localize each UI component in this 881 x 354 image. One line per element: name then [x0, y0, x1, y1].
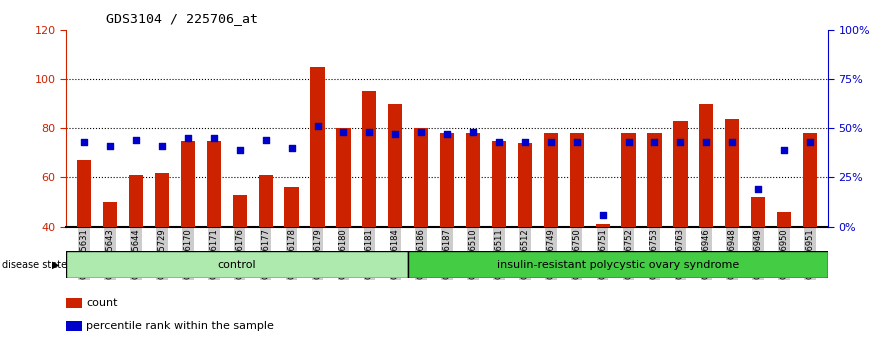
Bar: [207, 141, 221, 227]
Bar: [362, 91, 376, 227]
Point: [155, 143, 169, 149]
Bar: [466, 133, 480, 227]
Point: [725, 139, 739, 145]
Bar: [78, 160, 92, 227]
Bar: [310, 67, 324, 227]
Bar: [408, 251, 828, 278]
Point: [389, 131, 403, 137]
Point: [310, 124, 324, 129]
Point: [285, 145, 299, 151]
Bar: [258, 175, 273, 227]
Bar: [233, 195, 247, 227]
Bar: [492, 141, 506, 227]
Point: [621, 139, 635, 145]
Bar: [285, 187, 299, 227]
Point: [233, 147, 247, 153]
Point: [777, 147, 791, 153]
Bar: [181, 141, 195, 227]
Point: [492, 139, 506, 145]
Point: [751, 187, 766, 192]
Bar: [570, 133, 584, 227]
Bar: [66, 251, 408, 278]
Bar: [129, 175, 144, 227]
Text: control: control: [218, 259, 256, 270]
Bar: [725, 119, 739, 227]
Point: [181, 135, 195, 141]
Bar: [337, 128, 351, 227]
Point: [414, 130, 428, 135]
Bar: [777, 212, 791, 227]
Text: ▶: ▶: [52, 260, 60, 270]
Point: [259, 137, 273, 143]
Bar: [518, 143, 532, 227]
Bar: [103, 202, 117, 227]
Point: [103, 143, 117, 149]
Bar: [544, 133, 558, 227]
Point: [570, 139, 584, 145]
Text: disease state: disease state: [2, 260, 67, 270]
Point: [129, 137, 143, 143]
Bar: [440, 133, 455, 227]
Text: count: count: [86, 298, 118, 308]
Point: [700, 139, 714, 145]
Point: [673, 139, 687, 145]
Bar: [621, 133, 636, 227]
Point: [648, 139, 662, 145]
Bar: [648, 133, 662, 227]
Text: GDS3104 / 225706_at: GDS3104 / 225706_at: [106, 12, 258, 25]
Point: [803, 139, 817, 145]
Bar: [414, 128, 428, 227]
Point: [596, 212, 610, 218]
Text: insulin-resistant polycystic ovary syndrome: insulin-resistant polycystic ovary syndr…: [497, 259, 739, 270]
Point: [440, 131, 455, 137]
Bar: [389, 104, 403, 227]
Bar: [596, 224, 610, 227]
Bar: [155, 172, 169, 227]
Point: [518, 139, 532, 145]
Bar: [673, 121, 687, 227]
Point: [207, 135, 221, 141]
Point: [362, 130, 376, 135]
Point: [466, 130, 480, 135]
Point: [337, 130, 351, 135]
Bar: [700, 104, 714, 227]
Text: percentile rank within the sample: percentile rank within the sample: [86, 321, 274, 331]
Bar: [751, 197, 766, 227]
Point: [78, 139, 92, 145]
Point: [544, 139, 558, 145]
Bar: [803, 133, 817, 227]
